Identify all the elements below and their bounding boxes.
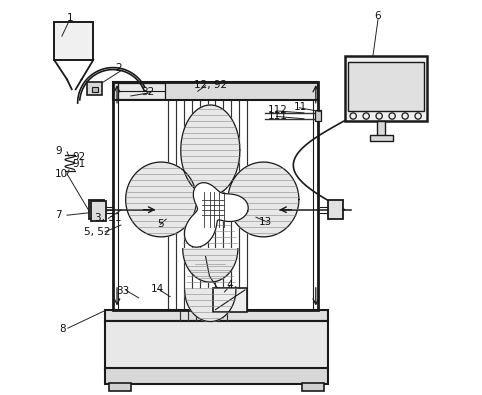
Text: 112: 112 bbox=[268, 105, 288, 115]
Polygon shape bbox=[185, 182, 248, 247]
Bar bbox=[105, 368, 328, 384]
Bar bbox=[105, 322, 328, 369]
Text: 32: 32 bbox=[141, 87, 155, 97]
Text: 12, 92: 12, 92 bbox=[194, 79, 227, 90]
Bar bbox=[328, 200, 343, 219]
Polygon shape bbox=[183, 249, 238, 282]
Bar bbox=[315, 110, 321, 121]
Text: 5, 52: 5, 52 bbox=[84, 227, 111, 237]
Bar bbox=[109, 383, 131, 391]
Text: 2: 2 bbox=[115, 63, 121, 73]
Bar bbox=[54, 23, 94, 60]
Bar bbox=[118, 83, 165, 99]
Bar bbox=[302, 383, 323, 391]
Text: 13: 13 bbox=[259, 217, 272, 227]
Bar bbox=[113, 82, 318, 310]
Bar bbox=[345, 56, 427, 121]
Text: 6: 6 bbox=[374, 11, 381, 21]
Text: 14: 14 bbox=[151, 284, 164, 294]
Polygon shape bbox=[185, 287, 236, 322]
Bar bbox=[113, 82, 318, 100]
Bar bbox=[90, 200, 105, 219]
Bar bbox=[348, 62, 424, 111]
Text: 7: 7 bbox=[55, 210, 62, 220]
Text: 92: 92 bbox=[72, 152, 86, 162]
Text: 1: 1 bbox=[67, 13, 74, 23]
Bar bbox=[91, 201, 106, 221]
Bar bbox=[92, 87, 98, 92]
Text: 10: 10 bbox=[55, 169, 68, 179]
Text: 5: 5 bbox=[157, 219, 164, 229]
Text: 11: 11 bbox=[294, 102, 308, 112]
Text: 4: 4 bbox=[226, 280, 233, 290]
Text: 3, 31: 3, 31 bbox=[94, 213, 121, 223]
Text: 111: 111 bbox=[268, 111, 288, 121]
Text: 9: 9 bbox=[55, 146, 62, 156]
Polygon shape bbox=[228, 162, 299, 237]
Polygon shape bbox=[126, 162, 197, 237]
Bar bbox=[105, 310, 328, 322]
Polygon shape bbox=[181, 105, 240, 196]
Bar bbox=[370, 135, 393, 141]
Text: 91: 91 bbox=[72, 159, 86, 169]
Text: 8: 8 bbox=[59, 324, 66, 334]
Bar bbox=[214, 288, 247, 312]
Text: 33: 33 bbox=[116, 286, 129, 296]
Bar bbox=[88, 82, 103, 95]
Bar bbox=[377, 121, 386, 136]
